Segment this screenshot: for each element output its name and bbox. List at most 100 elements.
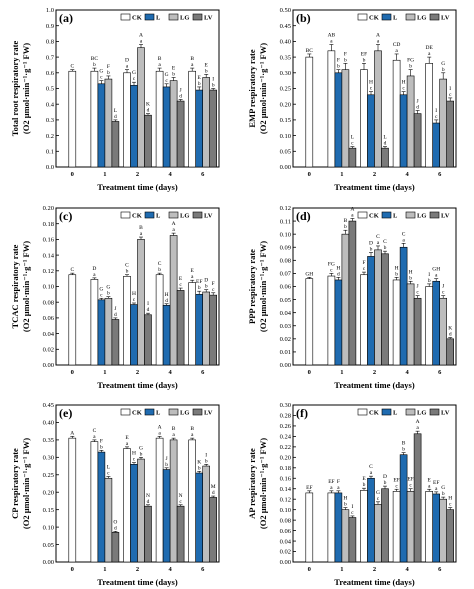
bar-LG <box>374 504 382 563</box>
legend-swatch-CK <box>120 408 131 416</box>
bar-CK <box>305 492 314 563</box>
y-tick-label: 0.15 <box>43 507 54 514</box>
y-tick-label: 0.05 <box>280 149 291 156</box>
bar-L <box>367 477 375 563</box>
significance-label: E <box>428 477 432 483</box>
significance-label: c <box>449 502 452 508</box>
significance-label: E <box>362 476 366 482</box>
significance-label: A <box>376 33 380 39</box>
significance-label: K <box>146 102 150 108</box>
significance-label: F <box>362 260 365 266</box>
y-tick-label: 1.0 <box>46 7 54 14</box>
y-tick-label: 0.10 <box>280 507 291 514</box>
panel-label: (c) <box>59 209 72 223</box>
x-tick-label: 2 <box>136 566 139 573</box>
legend-label: LV <box>441 15 450 22</box>
y-tick-label: 0.06 <box>280 284 292 291</box>
y-tick-label: 0.00 <box>43 362 54 369</box>
legend-label: L <box>156 410 161 417</box>
bar-L <box>195 472 203 563</box>
y-tick-label: 0.14 <box>43 252 55 259</box>
bar-L <box>399 454 408 563</box>
y-tick-label: 0.2 <box>46 133 54 140</box>
significance-label: F <box>337 479 340 485</box>
bar-L <box>334 492 343 563</box>
significance-label: b <box>107 291 110 297</box>
significance-label: b <box>442 491 445 497</box>
bar-LG <box>341 69 350 168</box>
significance-label: a <box>330 39 333 45</box>
bar-LG <box>169 80 178 168</box>
bar-CK <box>327 492 336 563</box>
significance-label: d <box>114 114 117 120</box>
legend-swatch-LG <box>405 408 416 416</box>
significance-label: C <box>125 263 129 269</box>
y-tick-label: 0.12 <box>280 496 291 503</box>
bar-L <box>432 493 441 563</box>
significance-label: c <box>133 457 136 463</box>
significance-label: b <box>409 64 412 70</box>
significance-label: b <box>93 62 96 68</box>
y-tick-label: 0.20 <box>43 205 54 212</box>
significance-label: b <box>212 83 215 89</box>
bar-CK <box>155 70 164 168</box>
significance-label: b <box>198 285 201 291</box>
significance-label: EF <box>407 477 413 483</box>
bar-LG <box>169 439 178 563</box>
bar-LG <box>439 78 448 168</box>
y-tick-label: 0.08 <box>280 517 291 524</box>
significance-label: F <box>107 64 110 70</box>
y-tick-label: 0.06 <box>280 528 292 535</box>
bar-CK <box>392 491 401 563</box>
significance-label: c <box>363 266 366 272</box>
x-tick-label: 4 <box>405 171 409 178</box>
significance-label: H <box>165 292 169 298</box>
x-axis-title: Treatment time (days) <box>334 380 415 390</box>
significance-label: B <box>139 225 143 231</box>
significance-label: d <box>416 104 419 110</box>
bar-L <box>130 304 138 366</box>
significance-label: c <box>100 292 103 298</box>
legend-label: CK <box>369 15 379 22</box>
significance-label: b <box>140 451 143 457</box>
significance-label: c <box>212 287 215 293</box>
bar-LV <box>209 294 217 366</box>
y-tick-label: 0.05 <box>43 542 54 549</box>
x-tick-label: 6 <box>201 566 205 573</box>
significance-label: A <box>70 430 74 436</box>
significance-label: E <box>179 276 183 282</box>
significance-label: G <box>441 61 445 67</box>
y-tick-label: 0.40 <box>43 420 54 427</box>
y-tick-label: 0.02 <box>280 336 291 343</box>
x-tick-label: 2 <box>373 566 376 573</box>
y-tick-label: 0.1 <box>46 149 54 156</box>
x-tick-label: 6 <box>201 369 205 376</box>
y-axis-unit: (O2 μmol·min⁻¹·g⁻¹ FW) <box>21 438 31 529</box>
bar-LG <box>406 75 415 168</box>
significance-label: c <box>370 86 373 92</box>
bar-CK <box>425 491 434 563</box>
legend-label: LV <box>204 410 213 417</box>
x-tick-label: 0 <box>71 171 74 178</box>
y-tick-label: 0.10 <box>43 284 54 291</box>
significance-label: a <box>158 430 161 436</box>
bar-LV <box>348 517 357 563</box>
bar-L <box>432 122 441 168</box>
y-tick-label: 0.10 <box>280 231 291 238</box>
significance-label: G <box>441 485 445 491</box>
chart-panel-5: 0.00 0.05 0.10 0.15 0.20 0.25 0.30 0.35 0.40 0.45… <box>10 402 220 587</box>
y-tick-label: 0.28 <box>280 413 291 420</box>
significance-label: I <box>351 504 353 510</box>
y-tick-label: 0.24 <box>280 434 292 441</box>
y-tick-label: 0.35 <box>280 54 291 61</box>
significance-label: EF <box>433 480 439 486</box>
significance-label: H <box>132 451 136 457</box>
significance-label: b <box>344 224 347 230</box>
significance-label: a <box>126 441 129 447</box>
legend-swatch-L <box>144 408 155 416</box>
y-tick-label: 0.12 <box>43 268 54 275</box>
bar-LV <box>144 114 152 168</box>
significance-label: C <box>402 231 406 237</box>
bar-CK <box>305 56 314 168</box>
